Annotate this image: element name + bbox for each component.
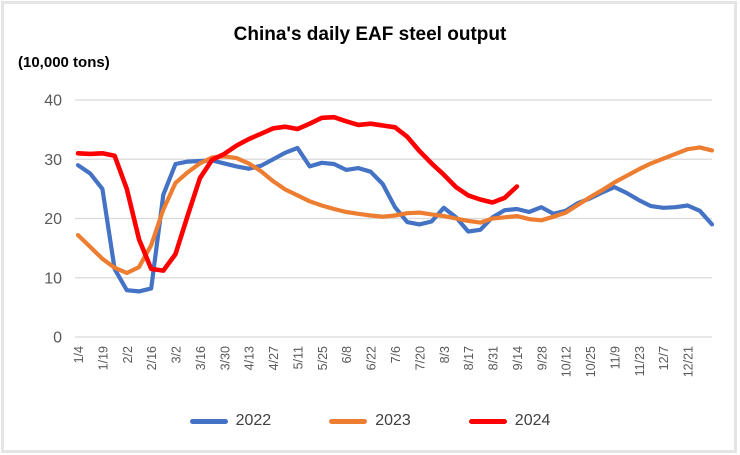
x-tick-label: 11/23	[633, 346, 647, 376]
legend-item-2022[interactable]: 2022	[189, 412, 272, 430]
y-tick-label: 10	[44, 270, 62, 287]
legend-item-2023[interactable]: 2023	[329, 412, 411, 430]
legend-item-2024[interactable]: 2024	[468, 412, 551, 430]
y-tick-label: 40	[44, 93, 62, 110]
x-tick-label: 4/27	[267, 346, 281, 370]
x-tick-label: 8/3	[438, 346, 452, 363]
x-tick-label: 11/9	[608, 346, 622, 369]
x-tick-label: 2/16	[145, 346, 159, 370]
chart-title: China's daily EAF steel output	[233, 24, 507, 45]
chart-legend: 2022 2023 2024	[0, 412, 740, 430]
series-line-2024	[75, 114, 520, 273]
y-tick-label: 20	[44, 211, 62, 228]
x-tick-label: 6/22	[365, 346, 379, 370]
y-tick-label: 30	[44, 152, 62, 169]
legend-swatch-2023	[329, 418, 368, 424]
x-tick-label: 6/8	[340, 346, 354, 363]
x-tick-label: 1/19	[96, 346, 110, 370]
x-tick-label: 2/2	[121, 346, 135, 363]
x-tick-label: 7/6	[389, 346, 403, 363]
series-line-2023	[75, 145, 715, 276]
x-tick-label: 5/25	[316, 346, 330, 370]
x-tick-label: 8/17	[462, 346, 476, 370]
x-tick-label: 3/2	[170, 346, 184, 363]
legend-label-2024: 2024	[514, 412, 551, 429]
x-tick-label: 10/12	[560, 346, 574, 377]
x-tick-label: 1/4	[72, 346, 86, 363]
y-axis-unit-label: (10,000 tons)	[18, 54, 110, 71]
x-tick-label: 12/21	[682, 346, 696, 377]
x-tick-label: 3/16	[194, 346, 208, 370]
x-tick-label: 7/20	[413, 346, 427, 370]
x-tick-label: 9/28	[535, 346, 549, 370]
x-tick-label: 5/11	[291, 346, 305, 369]
x-tick-label: 10/25	[584, 346, 598, 377]
x-tick-label: 12/7	[657, 346, 671, 370]
x-tick-label: 9/14	[511, 346, 525, 370]
y-tick-label: 0	[53, 330, 62, 347]
x-tick-label: 3/30	[218, 346, 232, 370]
legend-label-2023: 2023	[375, 412, 411, 429]
x-tick-label: 4/13	[243, 346, 257, 370]
legend-swatch-2024	[468, 418, 507, 424]
legend-swatch-2022	[189, 418, 228, 424]
x-tick-label: 8/31	[487, 346, 501, 370]
series-line-2022	[75, 145, 715, 294]
legend-label-2022: 2022	[235, 412, 272, 429]
